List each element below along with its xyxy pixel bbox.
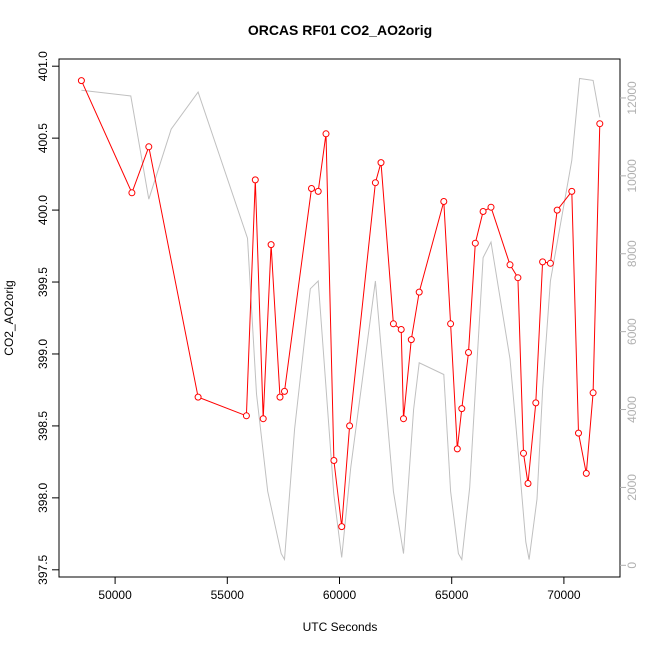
data-point bbox=[330, 457, 338, 464]
y-tick-label: 397.5 bbox=[36, 554, 50, 584]
y-tick-label: 400.5 bbox=[36, 123, 50, 153]
data-point bbox=[194, 393, 202, 401]
data-point bbox=[589, 389, 597, 397]
x-tick-label: 55000 bbox=[211, 588, 245, 602]
data-point bbox=[487, 203, 495, 211]
data-point bbox=[145, 143, 153, 151]
data-point bbox=[524, 480, 532, 487]
data-point bbox=[242, 412, 250, 420]
chart-title: ORCAS RF01 CO2_AO2orig bbox=[248, 22, 432, 38]
data-point bbox=[539, 258, 547, 266]
y2-tick-label: 4000 bbox=[625, 396, 639, 423]
data-point bbox=[553, 206, 561, 214]
data-point bbox=[400, 415, 407, 423]
y-tick-label: 398.0 bbox=[36, 483, 50, 513]
data-point bbox=[440, 198, 448, 205]
data-point bbox=[568, 187, 576, 195]
y2-tick-label: 0 bbox=[625, 562, 639, 569]
data-point bbox=[322, 130, 330, 138]
secondary-y-axis: 0 2000 4000 6000 8000 10000 12000 bbox=[620, 81, 639, 569]
x-axis: 50000 55000 60000 65000 70000 bbox=[98, 577, 581, 602]
y-tick-label: 398.5 bbox=[36, 411, 50, 441]
data-point bbox=[546, 259, 554, 267]
x-tick-label: 60000 bbox=[323, 588, 357, 602]
y2-tick-label: 12000 bbox=[625, 81, 639, 115]
y2-tick-label: 8000 bbox=[625, 240, 639, 267]
data-point bbox=[77, 77, 85, 85]
data-point bbox=[582, 469, 590, 477]
data-point bbox=[520, 449, 527, 457]
y-tick-label: 400.0 bbox=[36, 195, 50, 225]
y-tick-label: 399.0 bbox=[36, 339, 50, 369]
data-point bbox=[407, 336, 415, 344]
data-point bbox=[506, 261, 514, 269]
data-point bbox=[251, 176, 259, 184]
secondary-series-line bbox=[81, 77, 601, 562]
data-point bbox=[575, 429, 582, 437]
data-point bbox=[447, 320, 455, 328]
data-point bbox=[346, 422, 354, 430]
data-point bbox=[377, 159, 385, 167]
y-axis-label: CO2_AO2orig bbox=[2, 280, 16, 355]
y-tick-label: 401.0 bbox=[36, 51, 50, 81]
data-point bbox=[397, 326, 405, 333]
data-point bbox=[453, 445, 461, 453]
primary-series-line bbox=[80, 80, 601, 527]
data-point bbox=[314, 187, 322, 195]
x-axis-label: UTC Seconds bbox=[303, 620, 378, 634]
data-point bbox=[458, 405, 466, 413]
data-point bbox=[371, 179, 379, 187]
data-point bbox=[479, 208, 487, 215]
data-point bbox=[389, 320, 397, 328]
plot-area-border bbox=[58, 58, 621, 578]
data-point bbox=[338, 523, 346, 531]
y2-tick-label: 10000 bbox=[625, 159, 639, 193]
data-point bbox=[471, 239, 479, 247]
data-point bbox=[128, 189, 136, 197]
data-point bbox=[514, 274, 522, 282]
y2-tick-label: 2000 bbox=[625, 474, 639, 501]
y-axis: 397.5 398.0 398.5 399.0 399.5 400.0 400.5 401.0 bbox=[36, 51, 59, 585]
data-point bbox=[532, 399, 540, 407]
y-tick-label: 399.5 bbox=[36, 267, 50, 297]
data-point bbox=[308, 185, 315, 192]
data-point bbox=[276, 393, 284, 401]
x-tick-label: 50000 bbox=[98, 588, 132, 602]
x-tick-label: 70000 bbox=[547, 588, 581, 602]
data-point bbox=[281, 387, 288, 395]
data-point bbox=[465, 349, 472, 356]
data-point bbox=[267, 241, 275, 249]
data-point bbox=[259, 415, 267, 423]
x-tick-label: 65000 bbox=[435, 588, 469, 602]
data-point bbox=[596, 120, 604, 128]
y2-tick-label: 6000 bbox=[625, 318, 639, 345]
series-layer bbox=[77, 77, 604, 562]
data-point bbox=[415, 288, 423, 296]
